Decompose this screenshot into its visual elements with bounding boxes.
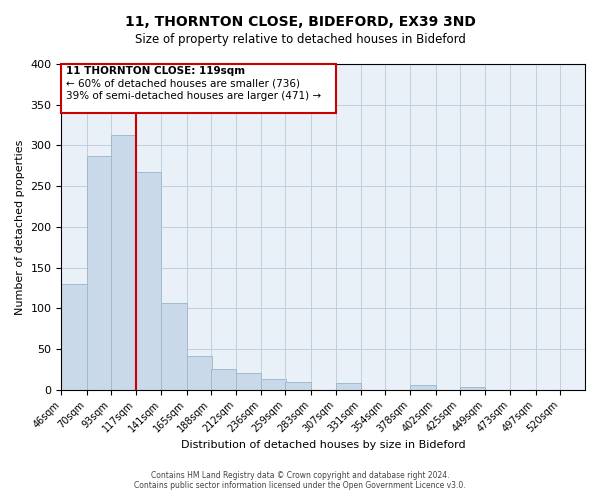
Bar: [410, 385, 436, 390]
Bar: [161, 302, 187, 390]
Text: 39% of semi-detached houses are larger (471) →: 39% of semi-detached houses are larger (…: [65, 91, 321, 101]
Text: Size of property relative to detached houses in Bideford: Size of property relative to detached ho…: [134, 32, 466, 46]
Text: 11 THORNTON CLOSE: 119sqm: 11 THORNTON CLOSE: 119sqm: [65, 66, 245, 76]
Bar: [336, 384, 361, 390]
Bar: [86, 156, 112, 390]
Text: ← 60% of detached houses are smaller (736): ← 60% of detached houses are smaller (73…: [65, 78, 299, 88]
Bar: [211, 370, 236, 390]
Bar: [261, 379, 286, 390]
Bar: [61, 284, 86, 390]
Y-axis label: Number of detached properties: Number of detached properties: [15, 139, 25, 314]
Text: Contains HM Land Registry data © Crown copyright and database right 2024.
Contai: Contains HM Land Registry data © Crown c…: [134, 470, 466, 490]
X-axis label: Distribution of detached houses by size in Bideford: Distribution of detached houses by size …: [181, 440, 466, 450]
Bar: [236, 372, 261, 390]
Bar: [286, 382, 311, 390]
Bar: [460, 386, 485, 390]
Text: 11, THORNTON CLOSE, BIDEFORD, EX39 3ND: 11, THORNTON CLOSE, BIDEFORD, EX39 3ND: [125, 15, 475, 29]
FancyBboxPatch shape: [61, 64, 336, 113]
Bar: [111, 135, 136, 390]
Bar: [136, 172, 161, 390]
Bar: [187, 356, 212, 390]
